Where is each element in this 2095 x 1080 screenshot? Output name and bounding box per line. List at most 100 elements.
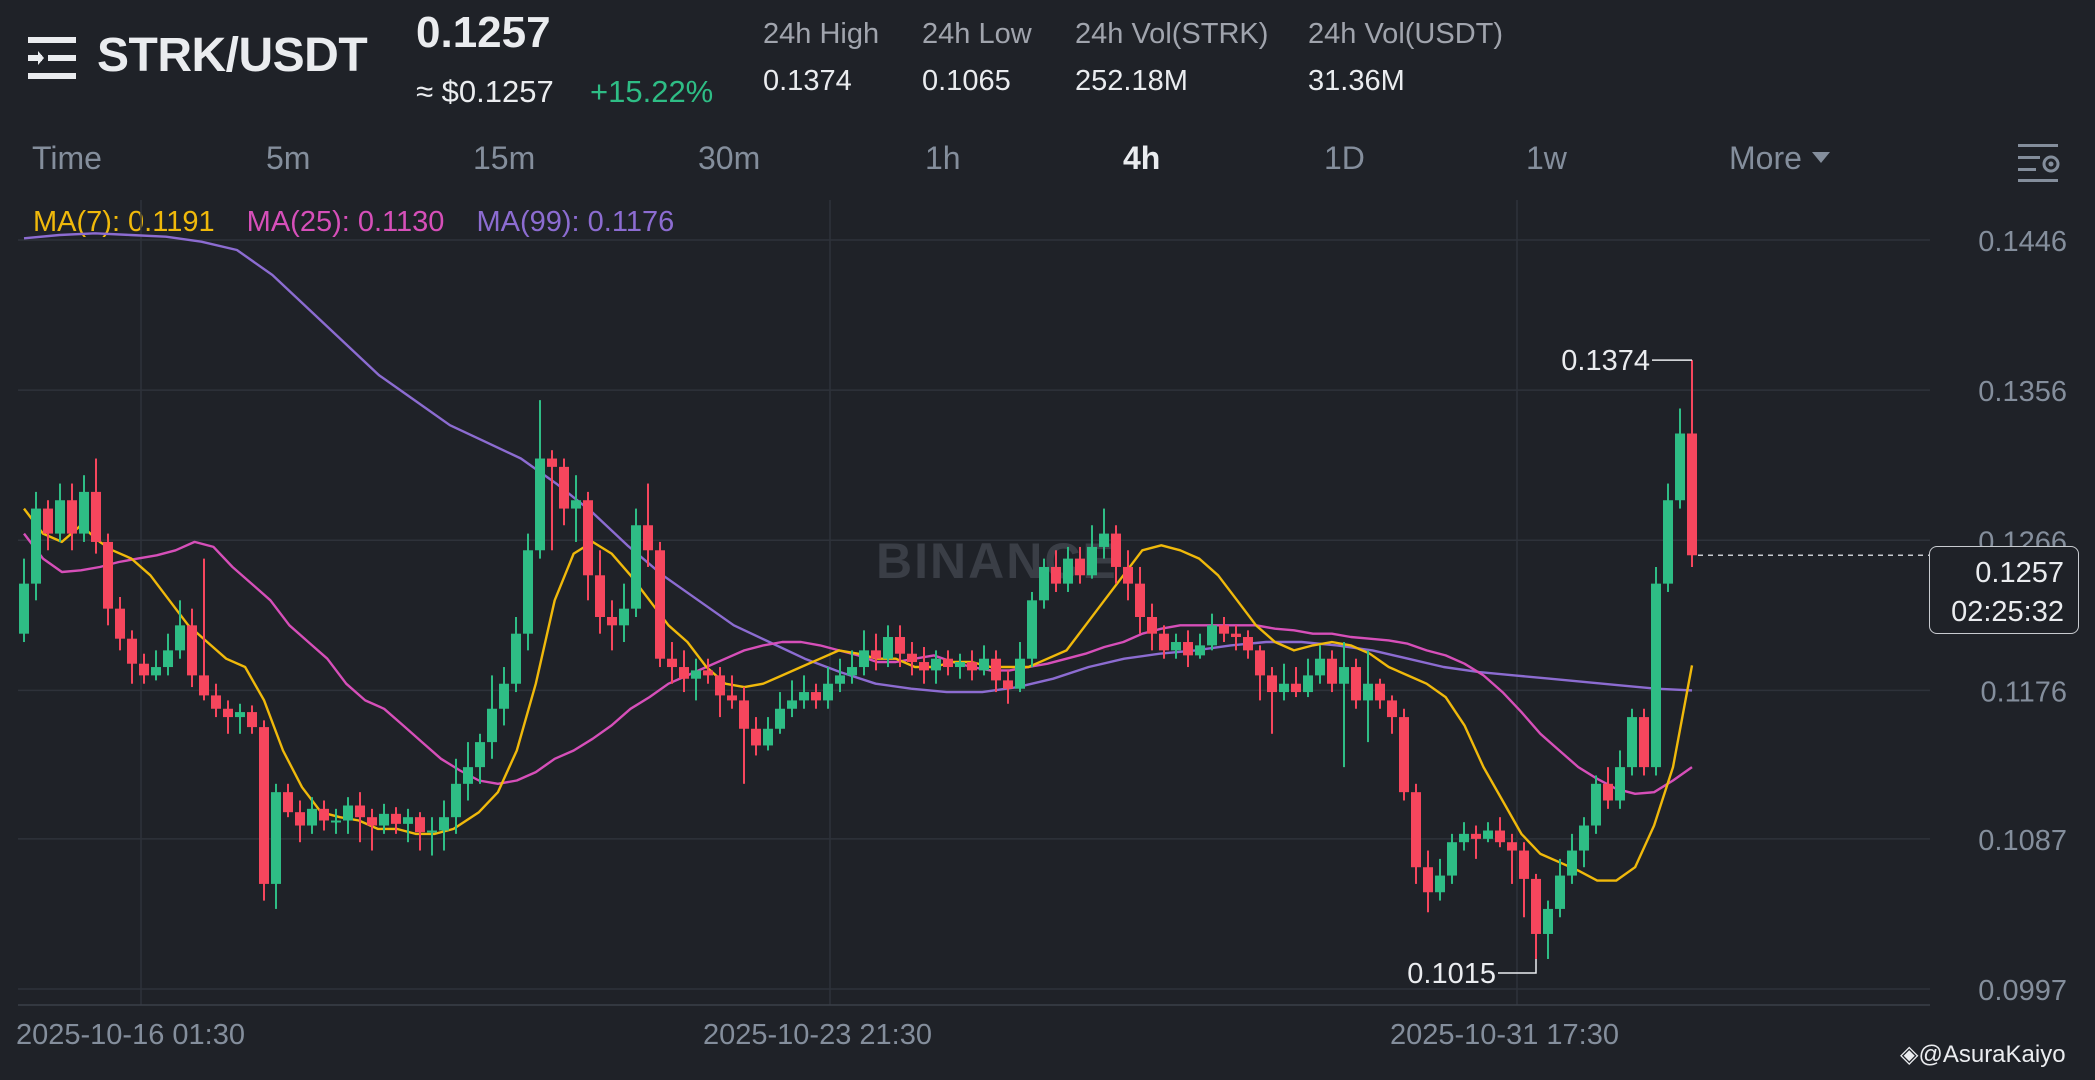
candle-body	[391, 813, 401, 824]
candle-body	[1291, 683, 1301, 693]
candle-body	[331, 820, 341, 823]
tab-more-label: More	[1729, 140, 1802, 176]
candle-body	[1111, 533, 1121, 567]
candle-body	[547, 458, 557, 467]
candle-body	[1579, 825, 1589, 851]
x-tick-label: 2025-10-23 21:30	[703, 1019, 932, 1051]
candle-body	[343, 805, 353, 821]
tab-15m[interactable]: 15m	[473, 140, 536, 176]
candle-body	[1507, 842, 1517, 851]
candle-body	[451, 783, 461, 818]
candle-body	[1363, 683, 1373, 701]
candle-body	[823, 683, 833, 701]
candle-body	[223, 708, 233, 718]
candle-body	[1411, 792, 1421, 868]
tab-1d[interactable]: 1D	[1324, 140, 1365, 176]
candle-body	[139, 663, 149, 676]
candle-body	[499, 683, 509, 709]
last-price: 0.1257	[416, 8, 551, 57]
author-handle: @AsuraKaiyo	[1918, 1041, 2066, 1068]
candle-body	[1495, 830, 1505, 843]
candle-body	[1423, 867, 1433, 893]
candle-body	[115, 608, 125, 639]
usd-price: ≈ $0.1257	[416, 74, 554, 109]
candle-body	[667, 658, 677, 668]
candle-body	[1471, 833, 1481, 839]
tab-30m[interactable]: 30m	[698, 140, 761, 176]
candle-body	[1555, 875, 1565, 909]
candle-body	[1639, 717, 1649, 768]
stat-label: 24h Low	[922, 18, 1032, 50]
candle-body	[259, 727, 269, 884]
candle-body	[283, 792, 293, 813]
candle-body	[595, 575, 605, 618]
candle-body	[1051, 566, 1061, 584]
author-watermark: ◈@AsuraKaiyo	[1900, 1040, 2066, 1069]
candle-body	[979, 658, 989, 671]
x-tick-label: 2025-10-31 17:30	[1390, 1019, 1619, 1051]
candle-body	[727, 695, 737, 701]
interval-tabs: Time 5m 15m 30m 1h 4h 1D 1w More	[0, 140, 2095, 186]
candle-body	[1435, 875, 1445, 893]
candle-body	[19, 583, 29, 634]
candle-body	[103, 541, 113, 609]
candle-body	[1183, 642, 1193, 656]
candle-body	[247, 712, 257, 728]
trading-pair[interactable]: STRK/USDT	[97, 29, 368, 82]
chart-settings-icon[interactable]	[2018, 142, 2062, 182]
candle-body	[415, 817, 425, 833]
tab-4h[interactable]: 4h	[1123, 140, 1161, 176]
ma25-line	[23, 532, 1693, 795]
candle-body	[763, 728, 773, 746]
stat-24h-vol-strk: 24h Vol(STRK) 252.18M	[1075, 18, 1268, 98]
candle-body	[79, 491, 89, 534]
ma-legend: MA(7): 0.1191 MA(25): 0.1130 MA(99): 0.1…	[33, 206, 698, 239]
menu-icon[interactable]	[28, 37, 76, 79]
candle-body	[1603, 783, 1613, 801]
candle-body	[463, 767, 473, 784]
stat-value: 31.36M	[1308, 65, 1405, 97]
candle-body	[199, 675, 209, 696]
candle-body	[1675, 433, 1685, 501]
candle-body	[907, 653, 917, 663]
candle-body	[91, 491, 101, 542]
candle-body	[355, 805, 365, 818]
candle-body	[1231, 633, 1241, 638]
tab-1h[interactable]: 1h	[925, 140, 961, 176]
candle-body	[607, 617, 617, 626]
tab-more[interactable]: More	[1729, 140, 1830, 177]
tab-1w[interactable]: 1w	[1526, 140, 1567, 176]
candle-body	[187, 625, 197, 676]
candle-body	[1315, 658, 1325, 676]
stat-label: 24h High	[763, 18, 880, 50]
candle-body	[1255, 650, 1265, 676]
candle-body	[295, 812, 305, 826]
candle-body	[1663, 500, 1673, 584]
candle-body	[1351, 667, 1361, 701]
candle-body	[379, 813, 389, 826]
tab-time[interactable]: Time	[32, 140, 102, 176]
candle-body	[211, 695, 221, 709]
x-tick-label: 2025-10-16 01:30	[16, 1019, 245, 1051]
candle-body	[571, 500, 581, 509]
low-price-label: 0.1015	[1407, 958, 1496, 990]
candle-body	[1627, 717, 1637, 768]
candle-body	[643, 525, 653, 551]
y-tick-label: 0.1087	[1978, 825, 2067, 857]
candle-body	[271, 792, 281, 884]
stat-value: 0.1374	[763, 65, 852, 97]
candle-body	[1651, 583, 1661, 768]
low-marker-line	[1498, 958, 1537, 974]
candle-body	[631, 525, 641, 609]
stat-24h-low: 24h Low 0.1065	[922, 18, 1032, 98]
ma7-value: MA(7): 0.1191	[33, 206, 215, 238]
candle-body	[31, 508, 41, 584]
candle-body	[883, 637, 893, 659]
candle-body	[1171, 642, 1181, 651]
stat-24h-high: 24h High 0.1374	[763, 18, 879, 98]
candle-body	[1219, 625, 1229, 634]
candle-body	[535, 458, 545, 551]
candle-body	[1159, 633, 1169, 651]
tab-5m[interactable]: 5m	[266, 140, 311, 176]
